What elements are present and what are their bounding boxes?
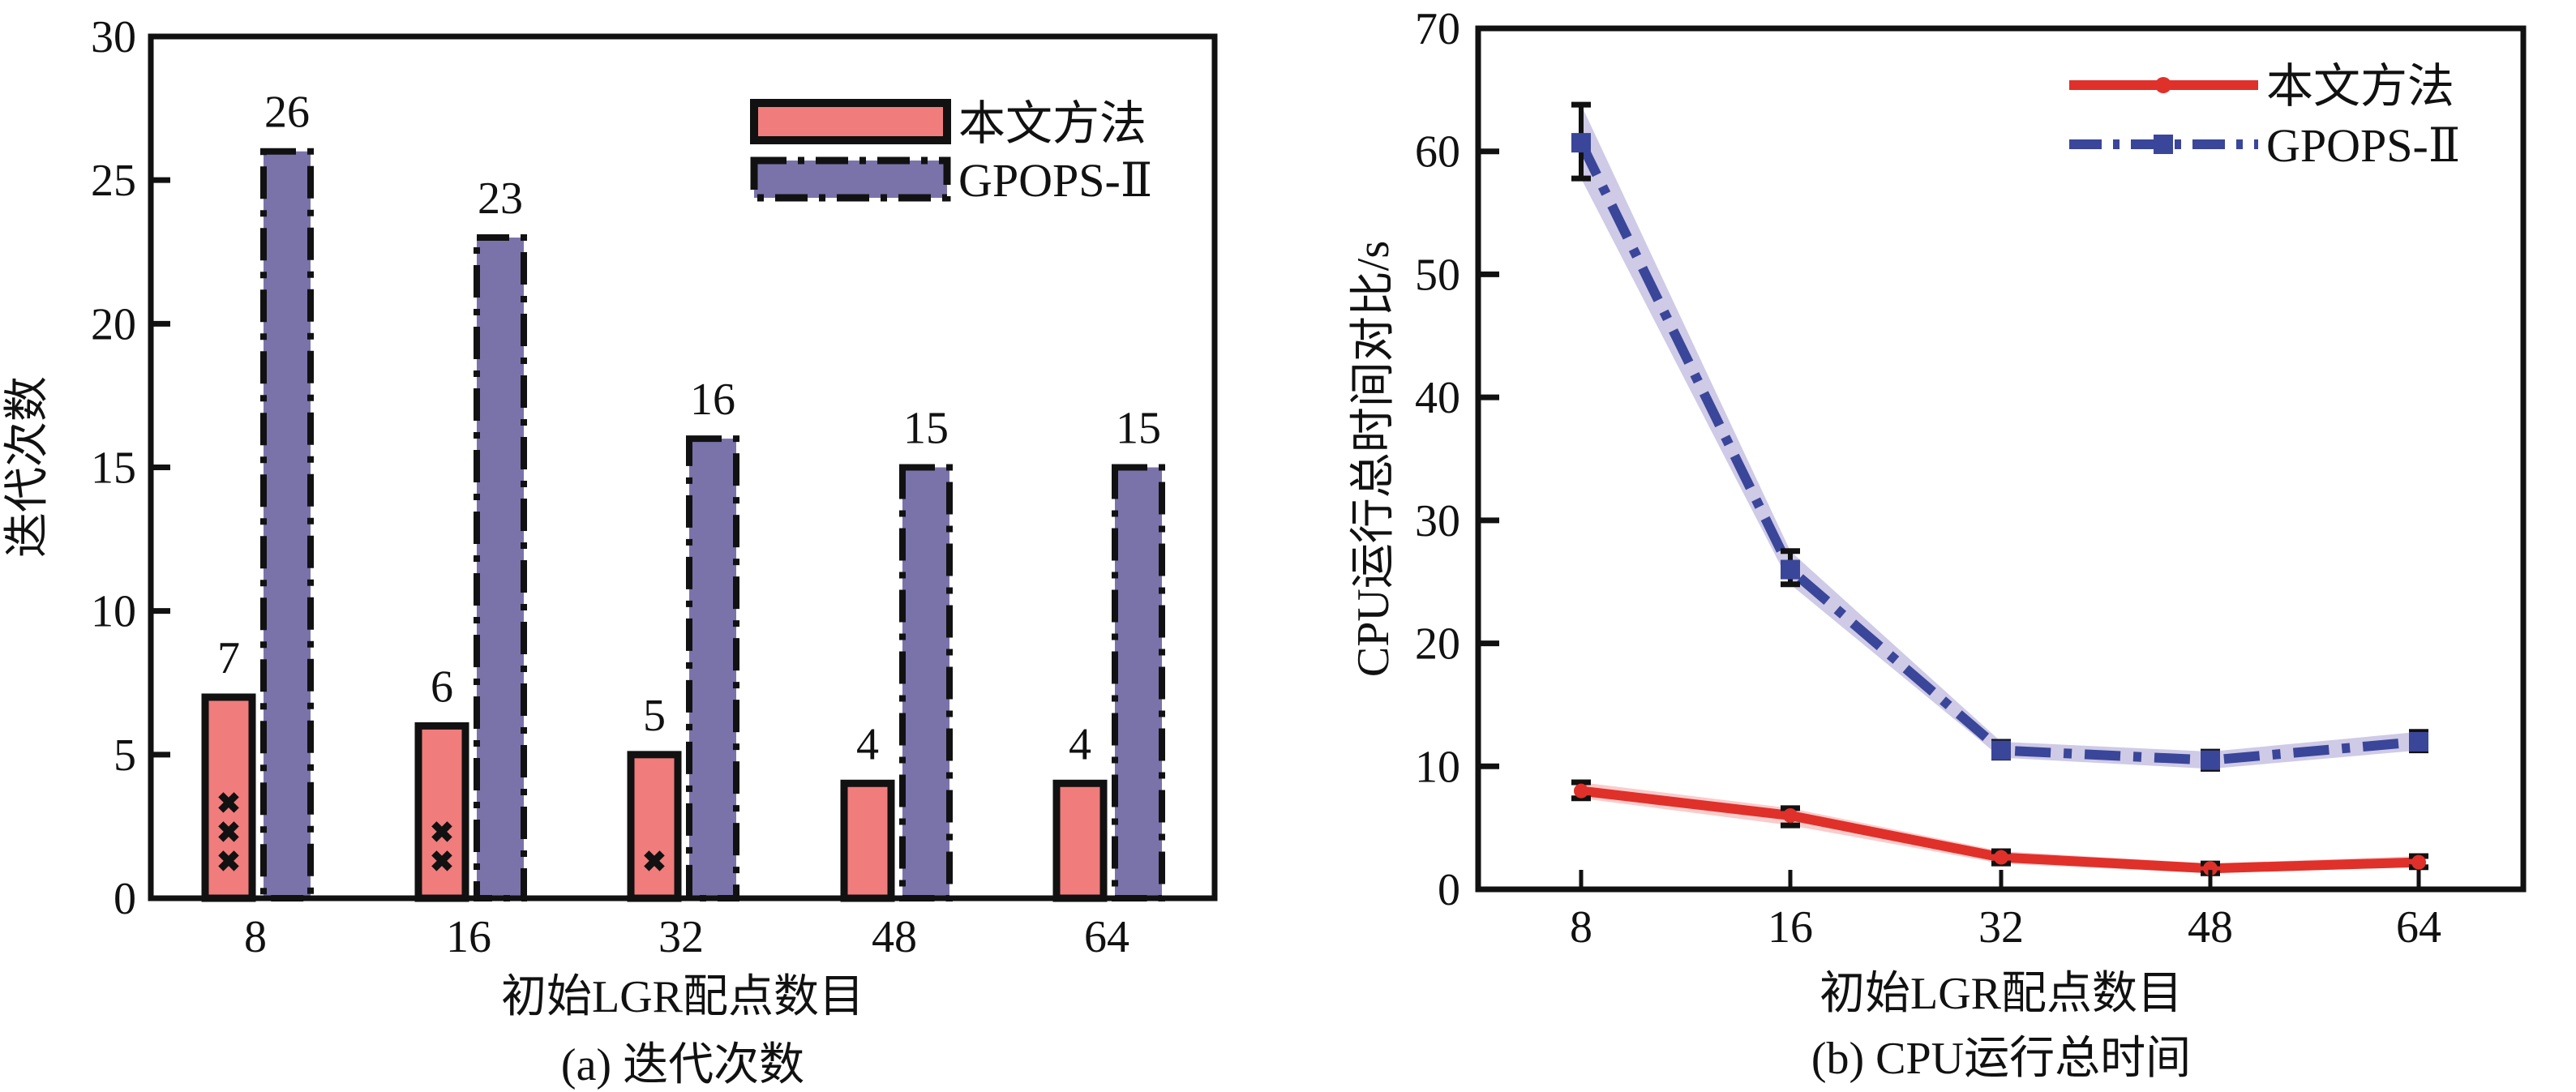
bar-label-gpops: 16 (690, 375, 735, 425)
chart-b-y-ticks: 0 10 20 30 40 50 60 70 (1415, 4, 1499, 915)
data-point (1571, 133, 1591, 153)
x-tick-label: 48 (872, 912, 917, 962)
cross-marker: ✖ (216, 816, 241, 849)
data-point (1991, 740, 2011, 760)
x-tick-label: 64 (1084, 912, 1129, 962)
legend-marker-red (2155, 77, 2171, 93)
bar-label-gpops: 26 (264, 88, 310, 138)
y-tick-label: 15 (91, 443, 136, 494)
chart-b-x-ticks: 8 16 32 48 64 (1570, 870, 2441, 953)
y-tick-label: 60 (1415, 127, 1460, 178)
x-tick-label: 32 (1978, 902, 2024, 953)
y-tick-label: 0 (114, 874, 136, 924)
data-point (1781, 559, 1800, 580)
bar-label-method: 6 (431, 662, 453, 712)
bar-label-method: 4 (1069, 719, 1091, 769)
chart-a-ylabel: 迭代次数 (2, 376, 53, 558)
legend-label-method: 本文方法 (958, 97, 1147, 150)
legend-swatch-purple (750, 156, 951, 202)
y-tick-label: 30 (91, 12, 136, 62)
y-tick-label: 20 (91, 299, 136, 349)
series-line (1576, 140, 2420, 765)
bar-label-method: 7 (217, 633, 240, 683)
bar-label-gpops: 15 (903, 404, 949, 454)
cross-marker: ✖ (430, 846, 454, 878)
legend-marker-blue (2154, 135, 2173, 154)
x-tick-label: 8 (1570, 902, 1592, 953)
bar-label-method: 5 (643, 691, 666, 741)
bar-gpops (899, 464, 953, 901)
y-tick-label: 25 (91, 156, 136, 206)
chart-a-caption: (a) 迭代次数 (561, 1040, 804, 1090)
y-tick-label: 0 (1438, 865, 1460, 915)
y-tick-label: 10 (1415, 742, 1460, 792)
data-point (1574, 783, 1588, 799)
bar-label-gpops: 23 (478, 173, 523, 224)
cross-marker: ✖ (430, 816, 454, 849)
y-tick-label: 30 (1415, 496, 1460, 546)
chart-a-y-ticks: 0 5 10 15 20 25 30 (91, 12, 170, 924)
x-tick-label: 16 (1768, 902, 1813, 953)
bar-method (1052, 779, 1108, 902)
y-tick-label: 5 (114, 730, 136, 781)
bar-gpops (474, 234, 527, 901)
legend-label-gpops: GPOPS-Ⅱ (958, 154, 1152, 207)
x-tick-label: 16 (446, 912, 491, 962)
data-point (2203, 861, 2218, 876)
data-point (2201, 750, 2220, 770)
legend-swatch-pink (750, 99, 951, 144)
chart-a-x-ticks: 8 16 32 48 64 (244, 912, 1129, 962)
chart-a-xlabel: 初始LGR配点数目 (501, 972, 864, 1022)
bar-label-gpops: 15 (1116, 404, 1161, 454)
data-point (1994, 850, 2008, 865)
data-point (2409, 731, 2428, 752)
bar-label-method: 4 (856, 719, 879, 769)
bar-gpops (1112, 464, 1165, 901)
cross-marker: ✖ (216, 787, 241, 820)
chart-b-caption: (b) CPU运行总时间 (1811, 1034, 2191, 1084)
x-tick-label: 32 (658, 912, 704, 962)
chart-b-cpu-time: 0 10 20 30 40 50 60 70 8 16 32 48 64 CPU运行总时间对比/s 初… (1348, 4, 2527, 1084)
x-tick-label: 8 (244, 912, 267, 962)
chart-b-lines (1571, 101, 2428, 876)
legend-label-method-b: 本文方法 (2266, 60, 2454, 113)
x-tick-label: 64 (2396, 902, 2441, 953)
chart-b-xlabel: 初始LGR配点数目 (1819, 969, 2183, 1019)
confidence-band (1581, 105, 2419, 769)
chart-a-legend: 本文方法 GPOPS-Ⅱ (750, 97, 1152, 207)
bar-method (840, 779, 895, 902)
chart-b-ylabel: CPU运行总时间对比/s (1348, 241, 1399, 677)
chart-b-legend: 本文方法 GPOPS-Ⅱ (2069, 60, 2460, 172)
legend-label-gpops-b: GPOPS-Ⅱ (2266, 119, 2460, 172)
y-tick-label: 50 (1415, 250, 1460, 300)
y-tick-label: 40 (1415, 373, 1460, 423)
bar-gpops (686, 435, 739, 901)
x-tick-label: 48 (2188, 902, 2233, 953)
bar-gpops (260, 148, 314, 901)
data-point (1783, 807, 1798, 823)
y-tick-label: 20 (1415, 619, 1460, 670)
y-tick-label: 70 (1415, 4, 1460, 54)
y-tick-label: 10 (91, 587, 136, 637)
cross-marker: ✖ (642, 846, 667, 878)
data-point (2411, 854, 2426, 870)
cross-marker: ✖ (216, 846, 241, 878)
